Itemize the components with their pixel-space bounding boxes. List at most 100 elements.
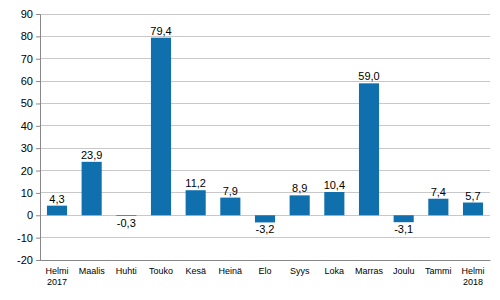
x-tick: Loka bbox=[325, 260, 345, 276]
x-tick-label-line: Joulu bbox=[393, 266, 415, 276]
grid-line bbox=[40, 260, 490, 261]
data-label: 5,7 bbox=[465, 190, 480, 202]
data-label: -3,2 bbox=[256, 223, 275, 235]
y-tick-label: 20 bbox=[21, 165, 33, 177]
x-tick-label-line: Touko bbox=[149, 266, 173, 276]
y-tick-mark bbox=[36, 171, 40, 172]
y-tick: 30 bbox=[21, 142, 40, 154]
y-tick: -10 bbox=[17, 232, 40, 244]
data-label: 7,9 bbox=[223, 185, 238, 197]
grid-line bbox=[40, 36, 490, 37]
y-tick-label: 80 bbox=[21, 30, 33, 42]
y-tick-label: 70 bbox=[21, 53, 33, 65]
x-tick: Elo bbox=[258, 260, 271, 276]
y-tick-mark bbox=[36, 260, 40, 261]
x-tick: Heinä bbox=[219, 260, 243, 276]
y-tick-label: 50 bbox=[21, 97, 33, 109]
x-tick-label-line: Helmi bbox=[45, 266, 68, 276]
x-tick: Joulu bbox=[393, 260, 415, 276]
data-label: 59,0 bbox=[358, 70, 379, 82]
bar bbox=[151, 38, 171, 216]
x-tick-label: Helmi2017 bbox=[45, 266, 68, 286]
y-tick-mark bbox=[36, 81, 40, 82]
data-label: -3,1 bbox=[394, 223, 413, 235]
x-tick-label-line: Kesä bbox=[185, 266, 206, 276]
y-tick-label: 90 bbox=[21, 8, 33, 20]
bar bbox=[394, 215, 414, 222]
x-tick-label-line: Loka bbox=[325, 266, 345, 276]
y-tick-mark bbox=[36, 14, 40, 15]
y-tick: 70 bbox=[21, 53, 40, 65]
x-axis-line bbox=[41, 260, 491, 261]
y-tick-mark bbox=[36, 193, 40, 194]
y-tick-mark bbox=[36, 148, 40, 149]
data-labels: 4,323,9-0,379,411,27,9-3,28,910,459,0-3,… bbox=[49, 25, 480, 236]
y-tick: 60 bbox=[21, 75, 40, 87]
data-label: 79,4 bbox=[150, 25, 171, 37]
bar bbox=[290, 195, 310, 215]
y-tick-label: 60 bbox=[21, 75, 33, 87]
y-axis-line bbox=[36, 15, 41, 261]
grid-line bbox=[40, 103, 490, 104]
data-label: 11,2 bbox=[185, 177, 206, 189]
grid-line bbox=[40, 81, 490, 82]
data-label: 8,9 bbox=[292, 182, 307, 194]
grid-line bbox=[40, 14, 490, 15]
grid-line bbox=[40, 237, 490, 238]
plot: -20 -10 0 10 20 30 40 50 60 70 80 90 Helmi2017 Maalis… bbox=[17, 8, 490, 287]
y-tick: 0 bbox=[27, 209, 40, 221]
x-tick-label: Heinä bbox=[219, 266, 243, 276]
x-tick-label-line: Heinä bbox=[219, 266, 243, 276]
grid-line bbox=[40, 58, 490, 59]
data-label: 7,4 bbox=[431, 186, 446, 198]
bar bbox=[186, 190, 206, 215]
y-tick-mark bbox=[36, 36, 40, 37]
x-tick-label: Marras bbox=[355, 266, 384, 276]
y-tick: 40 bbox=[21, 120, 40, 132]
y-tick-mark bbox=[36, 103, 40, 104]
x-tick-label: Touko bbox=[149, 266, 173, 276]
x-tick-label: Helmi2018 bbox=[462, 266, 485, 286]
bar bbox=[463, 203, 483, 216]
x-tick-label: Joulu bbox=[393, 266, 415, 276]
y-tick: 90 bbox=[21, 8, 40, 20]
x-tick: Touko bbox=[149, 260, 173, 276]
x-tick: Tammi bbox=[425, 260, 452, 276]
x-tick-label-line: 2018 bbox=[463, 277, 483, 287]
y-tick-label: 40 bbox=[21, 120, 33, 132]
x-tick-label-line: Marras bbox=[355, 266, 384, 276]
y-axis: -20 -10 0 10 20 30 40 50 60 70 80 90 bbox=[17, 8, 40, 266]
y-tick: -20 bbox=[17, 254, 40, 266]
grid-line bbox=[40, 192, 490, 193]
chart-svg: -20 -10 0 10 20 30 40 50 60 70 80 90 Helmi2017 Maalis… bbox=[0, 0, 500, 300]
grid bbox=[40, 14, 490, 260]
data-label: 23,9 bbox=[81, 149, 102, 161]
grid-line bbox=[40, 170, 490, 171]
y-tick: 80 bbox=[21, 30, 40, 42]
x-tick-label: Kesä bbox=[185, 266, 206, 276]
bar bbox=[428, 199, 448, 216]
y-tick-mark bbox=[36, 126, 40, 127]
bar bbox=[82, 162, 102, 215]
x-tick-label: Syys bbox=[290, 266, 310, 276]
grid-line bbox=[40, 125, 490, 126]
x-tick-label-line: Elo bbox=[258, 266, 271, 276]
x-tick: Maalis bbox=[79, 260, 106, 276]
bar bbox=[47, 206, 67, 216]
bar bbox=[359, 83, 379, 215]
bar bbox=[255, 215, 275, 222]
x-tick: Marras bbox=[355, 260, 384, 276]
x-tick-label: Huhti bbox=[116, 266, 137, 276]
chart-container: -20 -10 0 10 20 30 40 50 60 70 80 90 Helmi2017 Maalis… bbox=[0, 0, 500, 300]
x-tick-label: Maalis bbox=[79, 266, 106, 276]
data-label: 10,4 bbox=[324, 179, 345, 191]
y-tick-label: -20 bbox=[17, 254, 33, 266]
bars bbox=[47, 38, 483, 223]
grid-line bbox=[40, 148, 490, 149]
x-tick-label-line: Syys bbox=[290, 266, 310, 276]
y-tick: 10 bbox=[21, 187, 40, 199]
y-tick: 50 bbox=[21, 97, 40, 109]
y-tick-label: 0 bbox=[27, 209, 33, 221]
x-tick: Kesä bbox=[185, 260, 206, 276]
x-tick: Huhti bbox=[116, 260, 137, 276]
